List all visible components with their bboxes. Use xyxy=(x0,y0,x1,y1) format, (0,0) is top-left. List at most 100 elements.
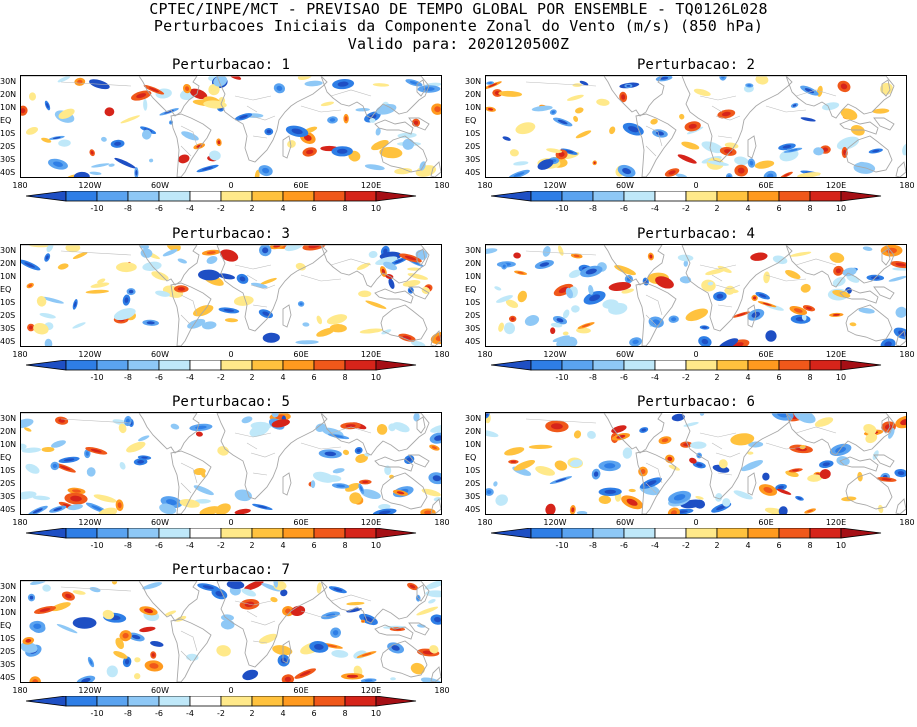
perturbation-core xyxy=(432,475,441,482)
country-border xyxy=(180,630,198,652)
perturbation-contour xyxy=(120,115,140,124)
perturbation-core xyxy=(336,148,348,154)
lat-label: 30N xyxy=(465,414,482,423)
perturbation-core xyxy=(691,459,695,463)
lat-label: 40S xyxy=(465,337,481,346)
perturbation-contour xyxy=(273,581,278,588)
perturbation-contour xyxy=(208,83,220,96)
country-border xyxy=(717,135,733,139)
colorbar-segment xyxy=(623,360,656,371)
perturbation-core xyxy=(276,85,283,91)
perturbation-contour xyxy=(199,506,221,514)
perturbation-core xyxy=(350,609,359,612)
perturbation-core xyxy=(276,421,286,426)
perturbation-contour xyxy=(575,130,592,139)
perturbation-contour xyxy=(515,122,536,135)
country-border xyxy=(180,650,192,662)
coastline xyxy=(895,498,906,514)
perturbation-contour xyxy=(531,105,553,112)
perturbation-contour xyxy=(89,171,102,175)
perturbation-core xyxy=(517,271,524,274)
perturbation-core xyxy=(266,129,271,134)
colorbar-tick-label: 10 xyxy=(370,709,382,718)
perturbation-contour xyxy=(509,149,519,157)
perturbation-core xyxy=(125,418,130,424)
lat-label: 10S xyxy=(0,298,16,307)
perturbation-contour xyxy=(58,108,75,119)
coastline xyxy=(635,282,677,346)
coastline xyxy=(430,161,441,177)
lat-label: 10N xyxy=(0,608,17,617)
coastline xyxy=(408,117,430,131)
lon-label: 120W xyxy=(543,350,567,359)
colorbar-tick-label: 2 xyxy=(249,204,255,213)
perturbation-core xyxy=(185,86,190,91)
perturbation-contour xyxy=(410,340,426,346)
perturbation-core xyxy=(223,308,235,312)
perturbation-core xyxy=(737,167,745,174)
perturbation-contour xyxy=(722,498,731,507)
perturbation-core xyxy=(593,471,599,477)
perturbation-contour xyxy=(287,140,296,148)
perturbation-contour xyxy=(493,481,498,487)
perturbation-core xyxy=(716,505,727,511)
colorbar-tick-label: -4 xyxy=(651,204,659,213)
perturbation-contour xyxy=(486,429,499,438)
perturbation-contour xyxy=(419,161,426,171)
wind-perturbation-field xyxy=(21,245,441,346)
perturbation-core xyxy=(128,289,134,294)
perturbation-contour xyxy=(41,296,64,304)
coastline xyxy=(681,245,793,332)
perturbation-contour xyxy=(614,265,636,276)
perturbation-contour xyxy=(36,296,47,307)
perturbation-contour xyxy=(113,308,136,321)
perturbation-core xyxy=(232,76,239,79)
colorbar-tick-label: -6 xyxy=(620,541,628,550)
panel-title: Perturbacao: 7 xyxy=(171,562,290,578)
perturbation-core xyxy=(52,463,58,469)
colorbar-arrow-low xyxy=(491,360,532,371)
colorbar-tick-label: -8 xyxy=(124,373,132,382)
lon-label: 60W xyxy=(150,686,170,695)
colorbar-arrow-high xyxy=(375,696,417,707)
perturbation-contour xyxy=(902,143,906,156)
perturbation-contour xyxy=(842,267,857,277)
lat-label: 10S xyxy=(0,129,16,138)
lat-label: 20N xyxy=(465,427,482,436)
colorbar-arrow-high xyxy=(375,191,417,202)
colorbar-segment xyxy=(716,191,749,202)
coastline xyxy=(747,472,757,496)
perturbation-contour xyxy=(542,246,551,257)
perturbation-core xyxy=(659,279,670,286)
perturbation-contour xyxy=(254,169,260,177)
perturbation-contour xyxy=(650,118,658,125)
lon-label: 180 xyxy=(899,518,915,527)
perturbation-contour xyxy=(740,460,764,472)
country-border xyxy=(180,482,192,494)
colorbar-tick-label: -4 xyxy=(186,204,194,213)
perturbation-contour xyxy=(402,280,421,287)
lat-label: EQ xyxy=(0,116,12,125)
perturbation-core xyxy=(564,150,574,154)
perturbation-contour xyxy=(342,449,350,456)
perturbation-core xyxy=(749,160,754,166)
perturbation-core xyxy=(63,458,75,462)
perturbation-contour xyxy=(57,76,71,83)
perturbation-contour xyxy=(241,588,257,597)
perturbation-core xyxy=(513,172,525,177)
perturbation-core xyxy=(661,438,669,443)
perturbation-core xyxy=(122,632,129,639)
perturbation-contour xyxy=(316,582,322,594)
perturbation-contour xyxy=(621,288,634,294)
perturbation-contour xyxy=(754,160,775,169)
perturbation-contour xyxy=(554,460,568,471)
perturbation-contour xyxy=(535,466,555,476)
lon-label: 180 xyxy=(434,181,450,190)
perturbation-core xyxy=(424,510,432,514)
perturbation-core xyxy=(835,268,841,274)
perturbation-contour xyxy=(402,138,415,150)
colorbar-segment xyxy=(747,528,780,539)
perturbation-contour xyxy=(587,430,596,439)
perturbation-core xyxy=(716,293,724,299)
perturbation-contour xyxy=(389,474,395,479)
